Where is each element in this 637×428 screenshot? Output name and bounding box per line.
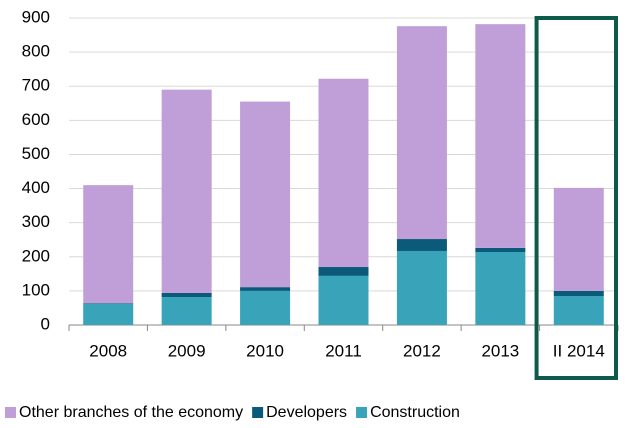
bar-segment [83, 303, 134, 304]
bar-segment [396, 26, 447, 240]
y-tick-label: 600 [22, 110, 50, 129]
y-tick-label: 0 [41, 314, 50, 333]
bar-segment [83, 185, 134, 304]
highlight-box [534, 16, 618, 380]
bar-segment [475, 24, 526, 248]
y-tick-label: 200 [22, 246, 50, 265]
bar-segment [161, 297, 212, 325]
bar-segment [396, 239, 447, 251]
bar-segment [553, 290, 604, 297]
y-tick-label: 100 [22, 280, 50, 299]
bar-segment [240, 287, 291, 291]
y-tick-label: 700 [22, 76, 50, 95]
legend-swatch [252, 407, 264, 418]
x-tick-label: 2010 [246, 341, 284, 360]
bar-segment [318, 78, 369, 268]
bar-segment [553, 187, 604, 291]
bar-segment [475, 252, 526, 325]
x-tick-label: 2013 [481, 341, 519, 360]
y-tick-label: 900 [22, 7, 50, 26]
bar-segment [318, 275, 369, 325]
bar-segment [161, 89, 212, 293]
legend-label: Other branches of the economy [19, 404, 243, 421]
x-tick-label: 2008 [89, 341, 127, 360]
legend-swatch [5, 407, 16, 418]
y-tick-label: 300 [22, 212, 50, 231]
bar-segment [83, 303, 134, 325]
bar-segment [240, 101, 291, 288]
legend-label: Construction [370, 404, 460, 421]
bar-segment [475, 247, 526, 253]
bar-segment [553, 296, 604, 325]
x-tick-label: II 2014 [553, 341, 605, 360]
y-tick-label: 800 [22, 42, 50, 61]
bar-segment [318, 267, 369, 276]
x-tick-label: 2009 [168, 341, 206, 360]
x-tick-label: 2012 [403, 341, 441, 360]
bar-segment [396, 250, 447, 325]
bar-segment [240, 290, 291, 325]
bar-segment [161, 292, 212, 298]
legend-label: Developers [266, 404, 347, 421]
y-tick-label: 400 [22, 178, 50, 197]
y-tick-label: 500 [22, 144, 50, 163]
x-tick-label: 2011 [325, 341, 362, 360]
legend-swatch [356, 407, 368, 418]
